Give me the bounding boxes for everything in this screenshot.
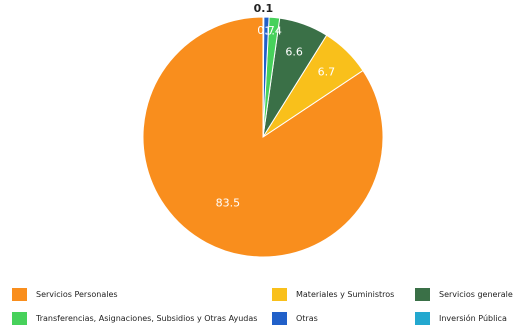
- pie-slice-label-materiales-y-suministros: 6.7: [318, 66, 336, 79]
- pie-slice-label-inversion-publica: 0.1: [254, 2, 274, 15]
- legend-label: Servicios generales: [439, 289, 513, 299]
- legend: Servicios Personales Materiales y Sumini…: [0, 286, 513, 326]
- legend-label: Transferencias, Asignaciones, Subsidios …: [36, 313, 258, 323]
- pie-slice-label-servicios-personales: 83.5: [216, 197, 241, 210]
- pie-slice-label-transferencias-asignaciones-subsidios-y-otras-ayudas: 1.4: [264, 24, 282, 37]
- legend-label: Servicios Personales: [36, 289, 118, 299]
- legend-item-otras[interactable]: Otras: [272, 310, 318, 326]
- legend-swatch: [415, 311, 430, 325]
- pie-slices: [142, 16, 384, 258]
- pie-slice-servicios-personales[interactable]: [142, 16, 384, 258]
- pie-slice-label-servicios-generales: 6.6: [285, 45, 303, 58]
- legend-swatch: [12, 287, 27, 301]
- legend-swatch: [272, 287, 287, 301]
- legend-item-servicios-personales[interactable]: Servicios Personales: [12, 286, 118, 302]
- legend-item-servicios-generales[interactable]: Servicios generales: [415, 286, 513, 302]
- legend-label: Inversión Pública: [439, 313, 507, 323]
- pie-chart: 83.5 6.7 6.61.40.7 0.1: [142, 2, 384, 258]
- legend-label: Otras: [296, 313, 318, 323]
- legend-swatch: [272, 311, 287, 325]
- pie-slice-inversion-publica[interactable]: [262, 16, 265, 138]
- legend-label: Materiales y Suministros: [296, 289, 395, 299]
- legend-item-materiales-y-suministros[interactable]: Materiales y Suministros: [272, 286, 394, 302]
- legend-item-inversion-publica[interactable]: Inversión Pública: [415, 310, 507, 326]
- pie-labels: 83.5 6.7 6.61.40.7 0.1: [216, 2, 336, 210]
- pie-slice-label-otras: 0.7: [257, 24, 275, 37]
- legend-swatch: [12, 311, 27, 325]
- legend-swatch: [415, 287, 430, 301]
- legend-item-transferencias[interactable]: Transferencias, Asignaciones, Subsidios …: [12, 310, 257, 326]
